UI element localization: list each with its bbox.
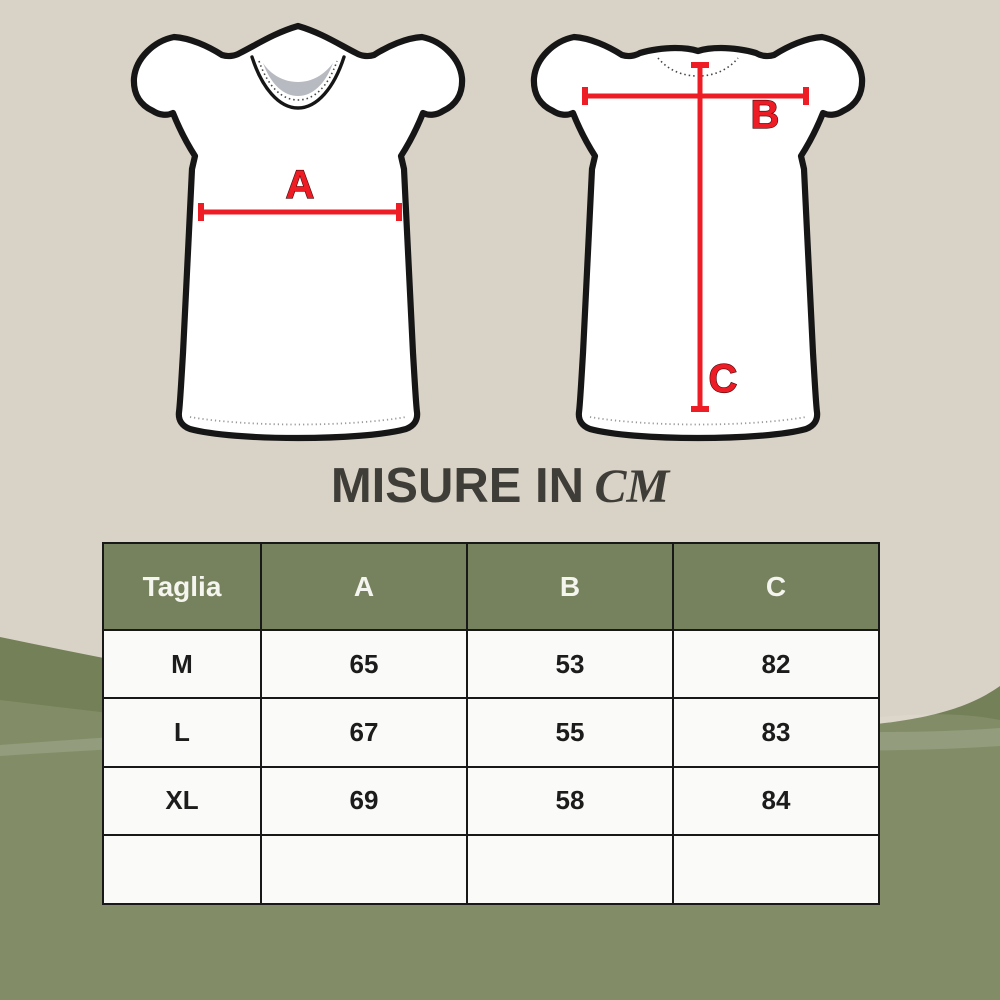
svg-text:B: B: [751, 93, 780, 137]
svg-text:C: C: [709, 357, 738, 401]
svg-text:A: A: [286, 163, 315, 207]
